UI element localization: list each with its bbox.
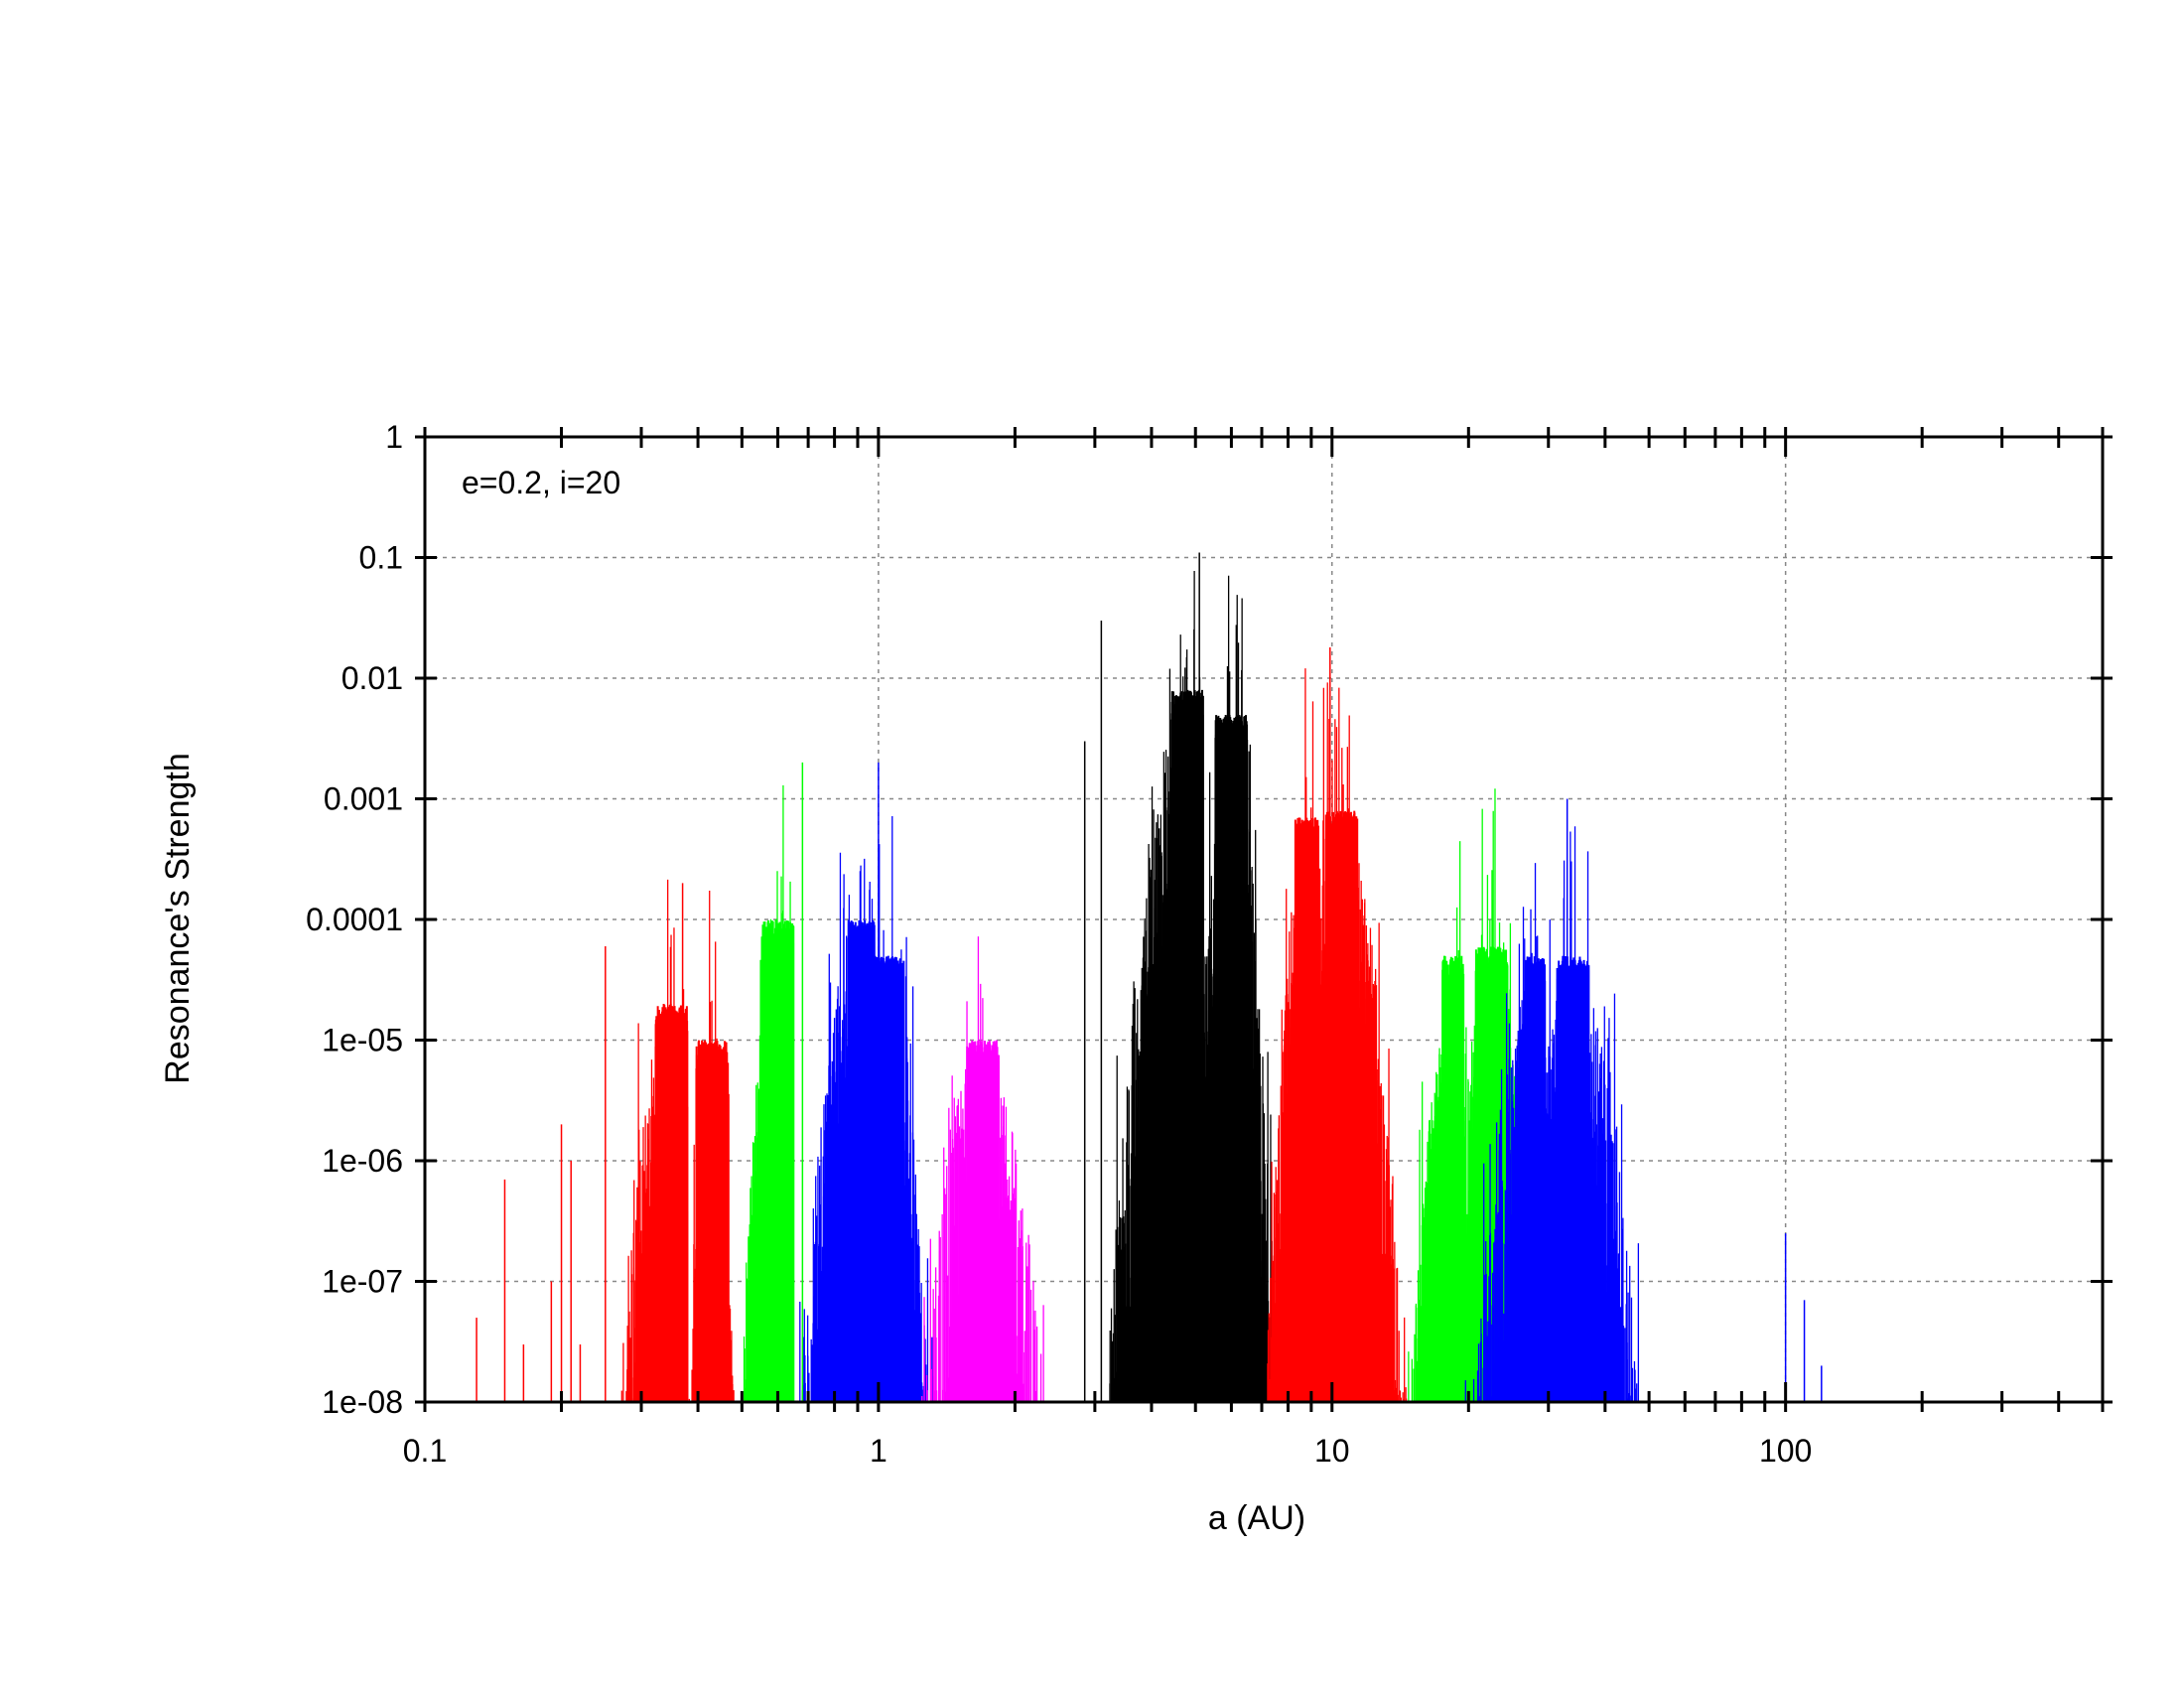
resonance-bars — [476, 552, 1823, 1402]
